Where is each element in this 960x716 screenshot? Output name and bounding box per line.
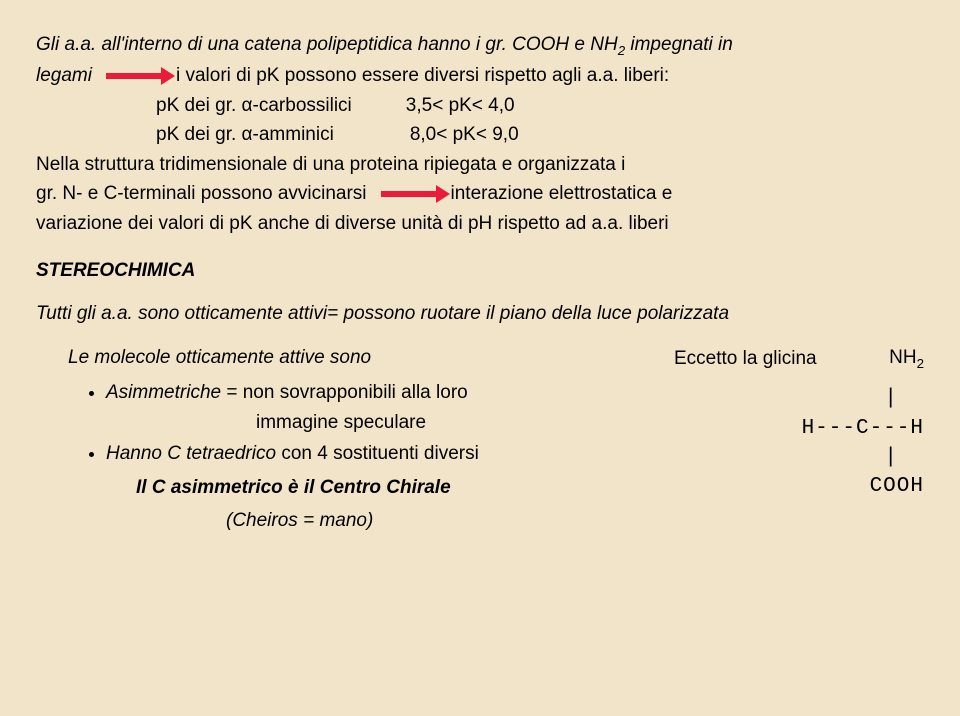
list-item: Hanno C tetraedrico con 4 sostituenti di… (106, 439, 654, 535)
glycine-header: Eccetto la glicina NH2 (674, 343, 924, 374)
left-column: Le molecole otticamente attive sono Asim… (36, 343, 654, 538)
line-2: legami i valori di pK possono essere div… (36, 61, 924, 90)
text: Gli a.a. all'interno di una catena polip… (36, 34, 618, 55)
subscript: 2 (618, 43, 625, 58)
pipe: | (674, 443, 924, 472)
arrow-icon (106, 73, 162, 79)
text: interazione elettrostatica e (451, 179, 673, 208)
tutti-line: Tutti gli a.a. sono otticamente attivi= … (36, 299, 924, 328)
hch: H---C---H (674, 414, 924, 443)
right-column: Eccetto la glicina NH2 | H---C---H | COO… (674, 343, 924, 538)
text: gr. N- e C-terminali possono avvicinarsi (36, 179, 367, 208)
text: pK dei gr. α-amminici (156, 120, 334, 149)
text: Asimmetriche (106, 382, 221, 403)
text: = non sovrapponibili alla loro (221, 382, 468, 403)
text: 3,5< pK< 4,0 (406, 91, 515, 120)
text: i valori di pK possono essere diversi ri… (176, 61, 669, 90)
pipe: | (674, 384, 924, 413)
arrow-icon (381, 191, 437, 197)
line-6: gr. N- e C-terminali possono avvicinarsi… (36, 179, 924, 208)
text: legami (36, 61, 92, 90)
list-item: Asimmetriche = non sovrapponibili alla l… (106, 378, 654, 437)
cheiros: (Cheiros = mano) (106, 506, 654, 535)
eccetto-text: Eccetto la glicina (674, 344, 817, 373)
line-3: pK dei gr. α-carbossilici 3,5< pK< 4,0 (36, 91, 924, 120)
paragraph-1: Gli a.a. all'interno di una catena polip… (36, 30, 924, 61)
glycine-structure: | H---C---H | COOH (674, 384, 924, 502)
centro-chirale: Il C asimmetrico è il Centro Chirale (106, 473, 654, 502)
molecules-title: Le molecole otticamente attive sono (36, 343, 654, 372)
text: pK dei gr. α-carbossilici (156, 91, 352, 120)
line-7: variazione dei valori di pK anche di div… (36, 209, 924, 238)
line-4: pK dei gr. α-amminici 8,0< pK< 9,0 (36, 120, 924, 149)
heading-stereo: STEREOCHIMICA (36, 256, 924, 285)
cooh: COOH (674, 472, 924, 501)
bullet-list: Asimmetriche = non sovrapponibili alla l… (36, 378, 654, 535)
bottom-columns: Le molecole otticamente attive sono Asim… (36, 343, 924, 538)
text: 8,0< pK< 9,0 (410, 120, 519, 149)
text: con 4 sostituenti diversi (276, 443, 479, 464)
slide-content: Gli a.a. all'interno di una catena polip… (36, 30, 924, 538)
line-5: Nella struttura tridimensionale di una p… (36, 150, 924, 179)
text: Hanno (106, 443, 167, 464)
text: impegnati in (625, 34, 733, 55)
text: immagine speculare (106, 408, 654, 437)
text: C tetraedrico (167, 443, 276, 464)
nh2: NH2 (889, 343, 924, 374)
